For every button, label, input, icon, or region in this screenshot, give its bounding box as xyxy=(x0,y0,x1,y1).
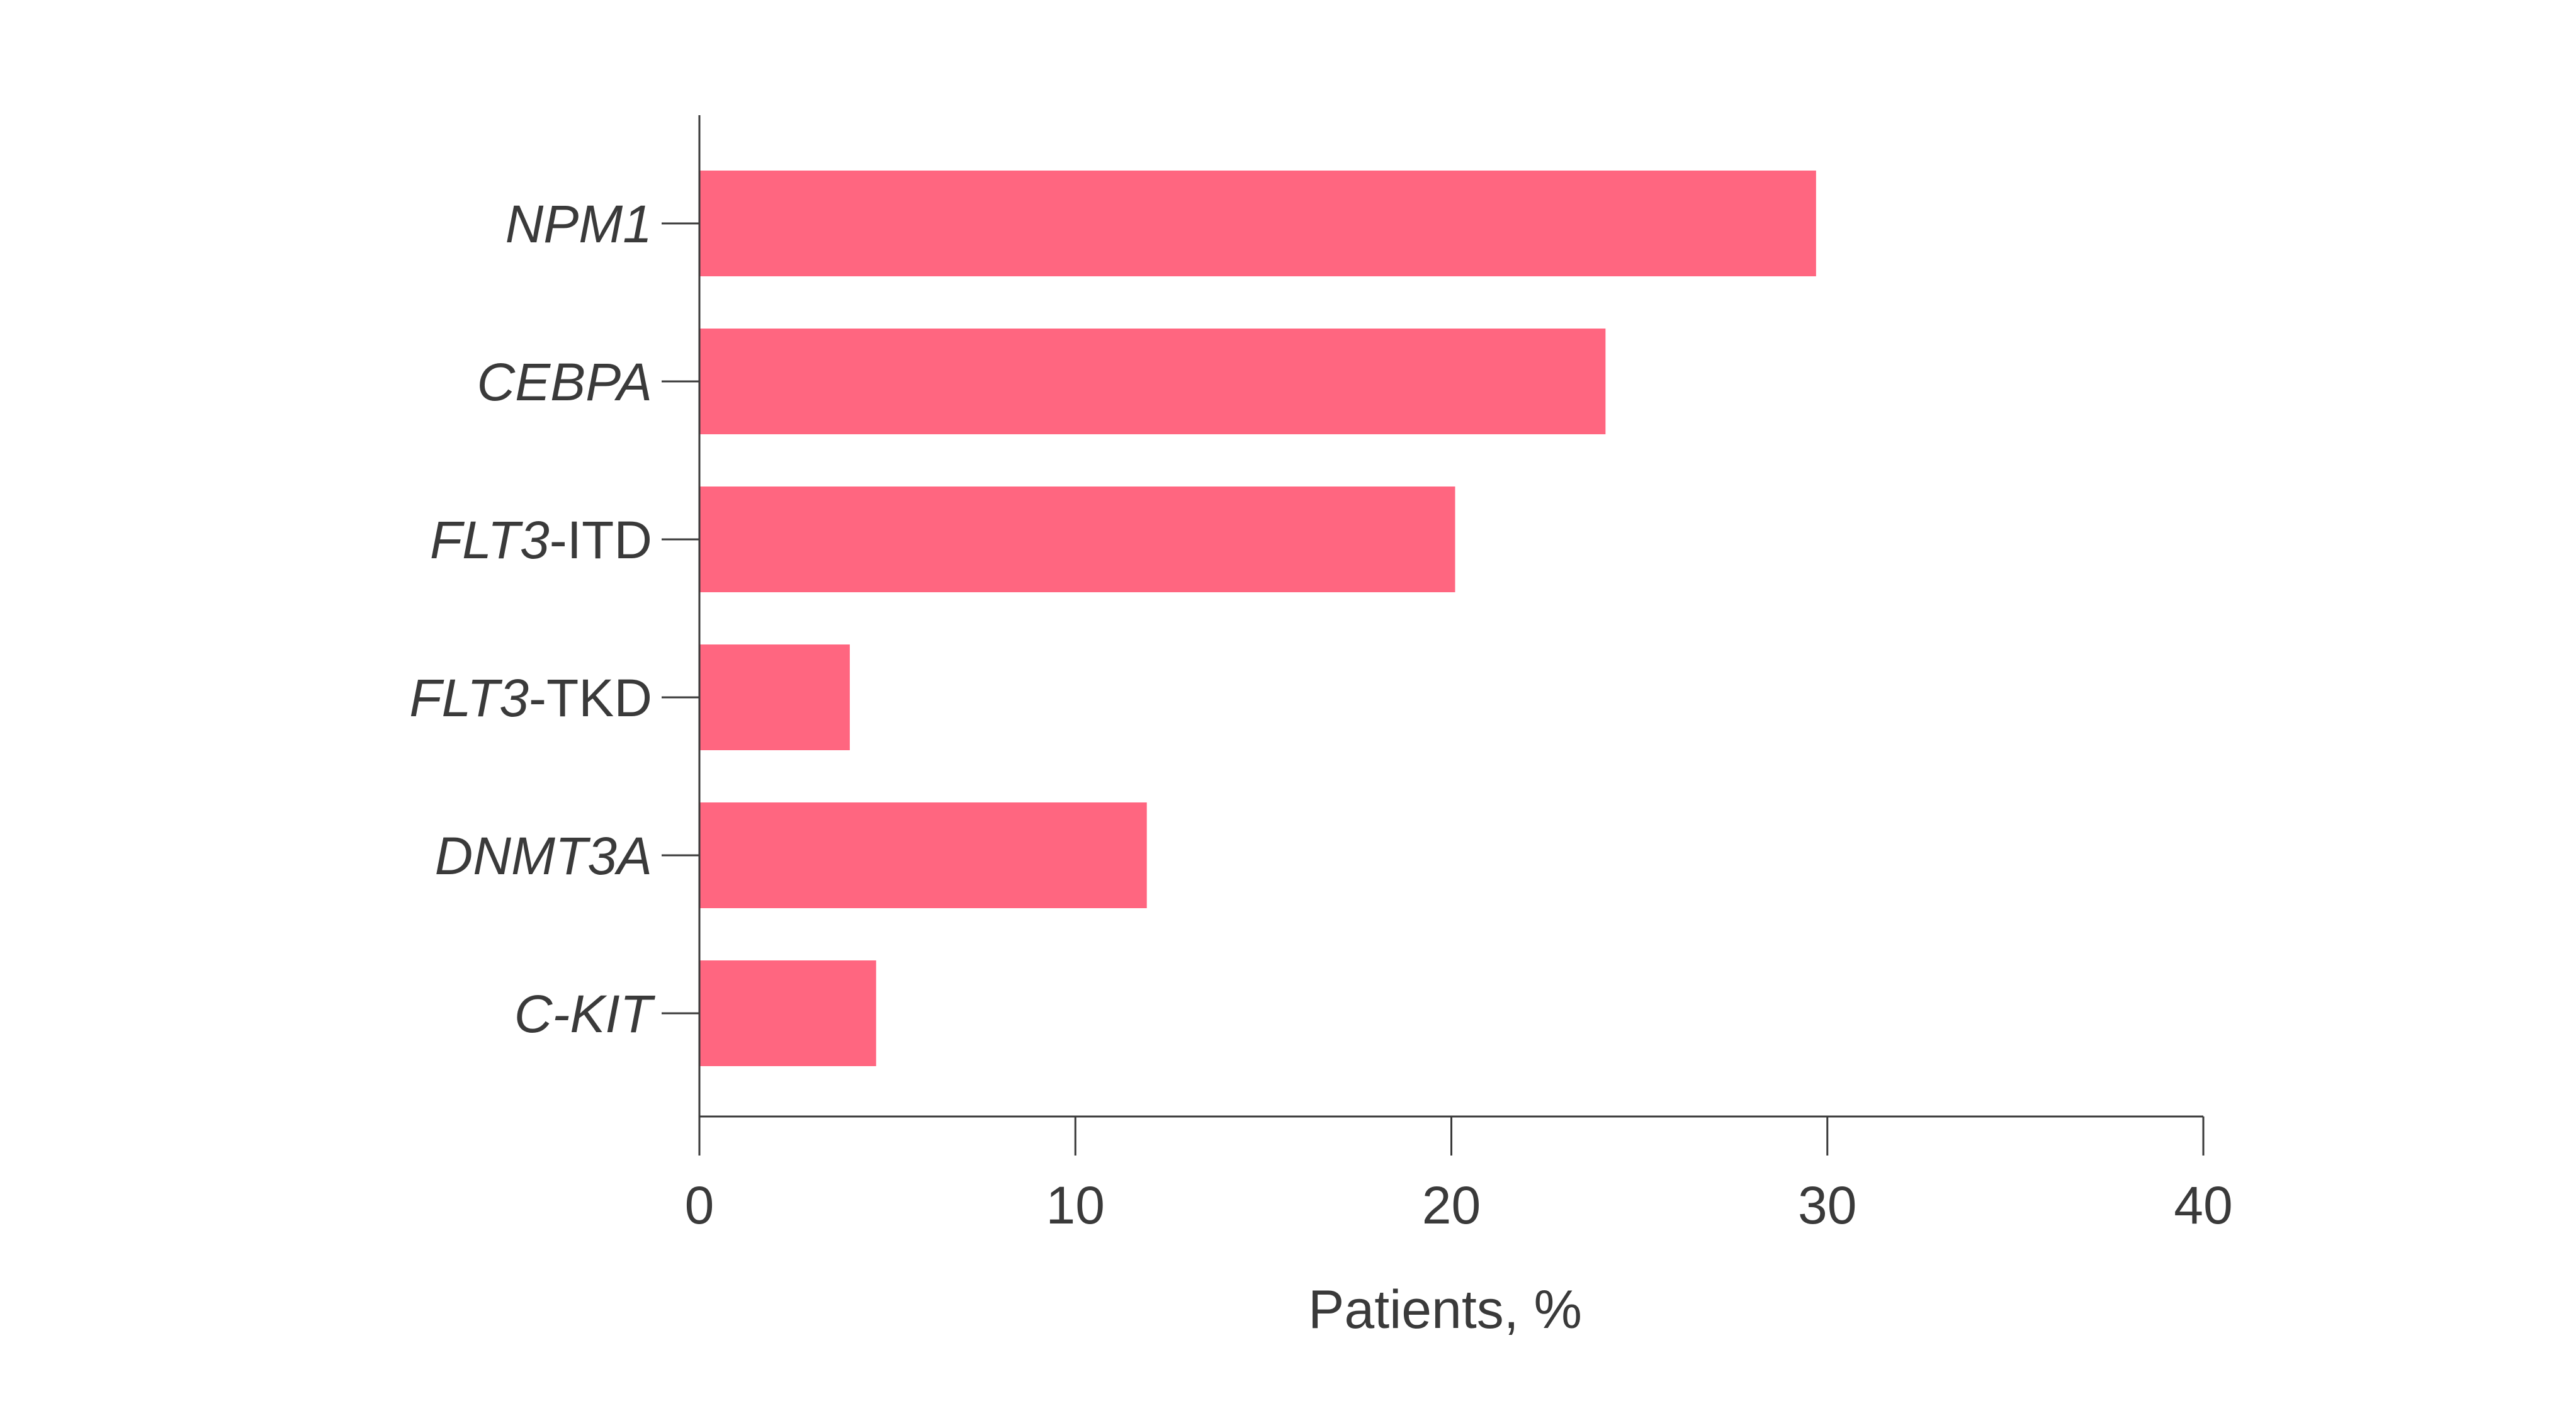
x-tick-label: 10 xyxy=(1046,1176,1105,1235)
x-tick-label: 40 xyxy=(2174,1176,2232,1235)
bar xyxy=(699,171,1816,276)
x-axis: 0 10 20 30 40 xyxy=(685,1115,2233,1235)
bars-group xyxy=(699,171,1816,1066)
bar xyxy=(699,329,1606,434)
y-tick-label: CEBPA xyxy=(477,352,652,412)
y-tick-label-suffix: -TKD xyxy=(529,668,652,728)
y-tick-label: C-KIT xyxy=(514,984,656,1043)
y-tick-label-suffix: -ITD xyxy=(550,510,652,570)
x-tick-label: 30 xyxy=(1798,1176,1856,1235)
y-tick-label-italic: FLT3 xyxy=(430,510,550,570)
bar xyxy=(699,487,1455,592)
x-tick-label: 20 xyxy=(1422,1176,1481,1235)
bar xyxy=(699,960,876,1066)
y-tick-label: FLT3-ITD xyxy=(430,510,652,570)
bar xyxy=(699,644,850,750)
y-tick-label-italic: DNMT3A xyxy=(435,826,652,886)
y-tick-label-italic: FLT3 xyxy=(409,668,529,728)
y-tick-label-italic: NPM1 xyxy=(506,194,652,254)
y-tick-label: FLT3-TKD xyxy=(409,668,652,728)
y-tick-label-italic: CEBPA xyxy=(477,352,652,412)
y-tick-label: NPM1 xyxy=(506,194,652,254)
x-axis-title: Patients, % xyxy=(1308,1280,1582,1340)
bar xyxy=(699,802,1147,908)
y-tick-label-italic: C-KIT xyxy=(514,984,656,1043)
y-tick-label: DNMT3A xyxy=(435,826,652,886)
x-tick-label: 0 xyxy=(685,1176,715,1235)
